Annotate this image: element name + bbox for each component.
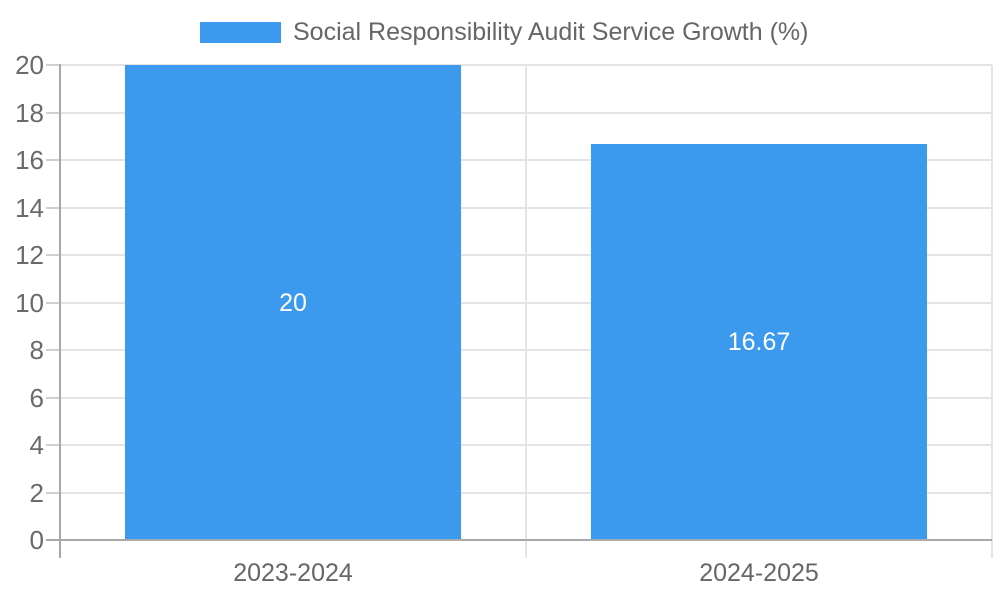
y-tick-label: 16 [15,145,44,175]
y-tick-label: 18 [15,97,44,128]
bar-value-label: 20 [279,289,307,317]
bar[interactable] [591,144,927,540]
y-tick-label: 6 [29,382,44,413]
y-tick-label: 8 [29,335,44,365]
x-tick-label: 2023-2024 [233,559,353,587]
y-tick-mark [46,396,60,399]
y-tick-label: 4 [29,430,44,460]
y-tick-mark [46,491,60,494]
y-tick-label: 20 [15,50,44,80]
y-tick-label: 14 [15,192,44,223]
y-tick-mark [46,111,60,114]
x-axis-line [46,539,992,541]
y-tick-mark [46,301,60,304]
v-gridline [525,65,527,558]
x-tick-label: 2024-2025 [699,559,819,587]
legend-swatch [200,22,281,43]
y-axis-line [59,64,61,558]
y-tick-mark [46,444,60,446]
y-tick-label: 10 [15,287,44,318]
y-tick-label: 0 [29,525,44,555]
y-tick-mark [46,64,60,66]
chart-legend[interactable]: Social Responsibility Audit Service Grow… [200,17,808,48]
legend-label: Social Responsibility Audit Service Grow… [293,18,809,46]
bar[interactable] [125,65,461,540]
y-tick-mark [46,349,60,351]
y-tick-mark [46,159,60,161]
v-gridline [991,65,993,558]
y-tick-label: 12 [15,240,44,270]
y-tick-label: 2 [29,477,44,508]
y-tick-mark [46,254,60,256]
y-tick-mark [46,206,60,209]
bar-value-label: 16.67 [727,328,791,356]
